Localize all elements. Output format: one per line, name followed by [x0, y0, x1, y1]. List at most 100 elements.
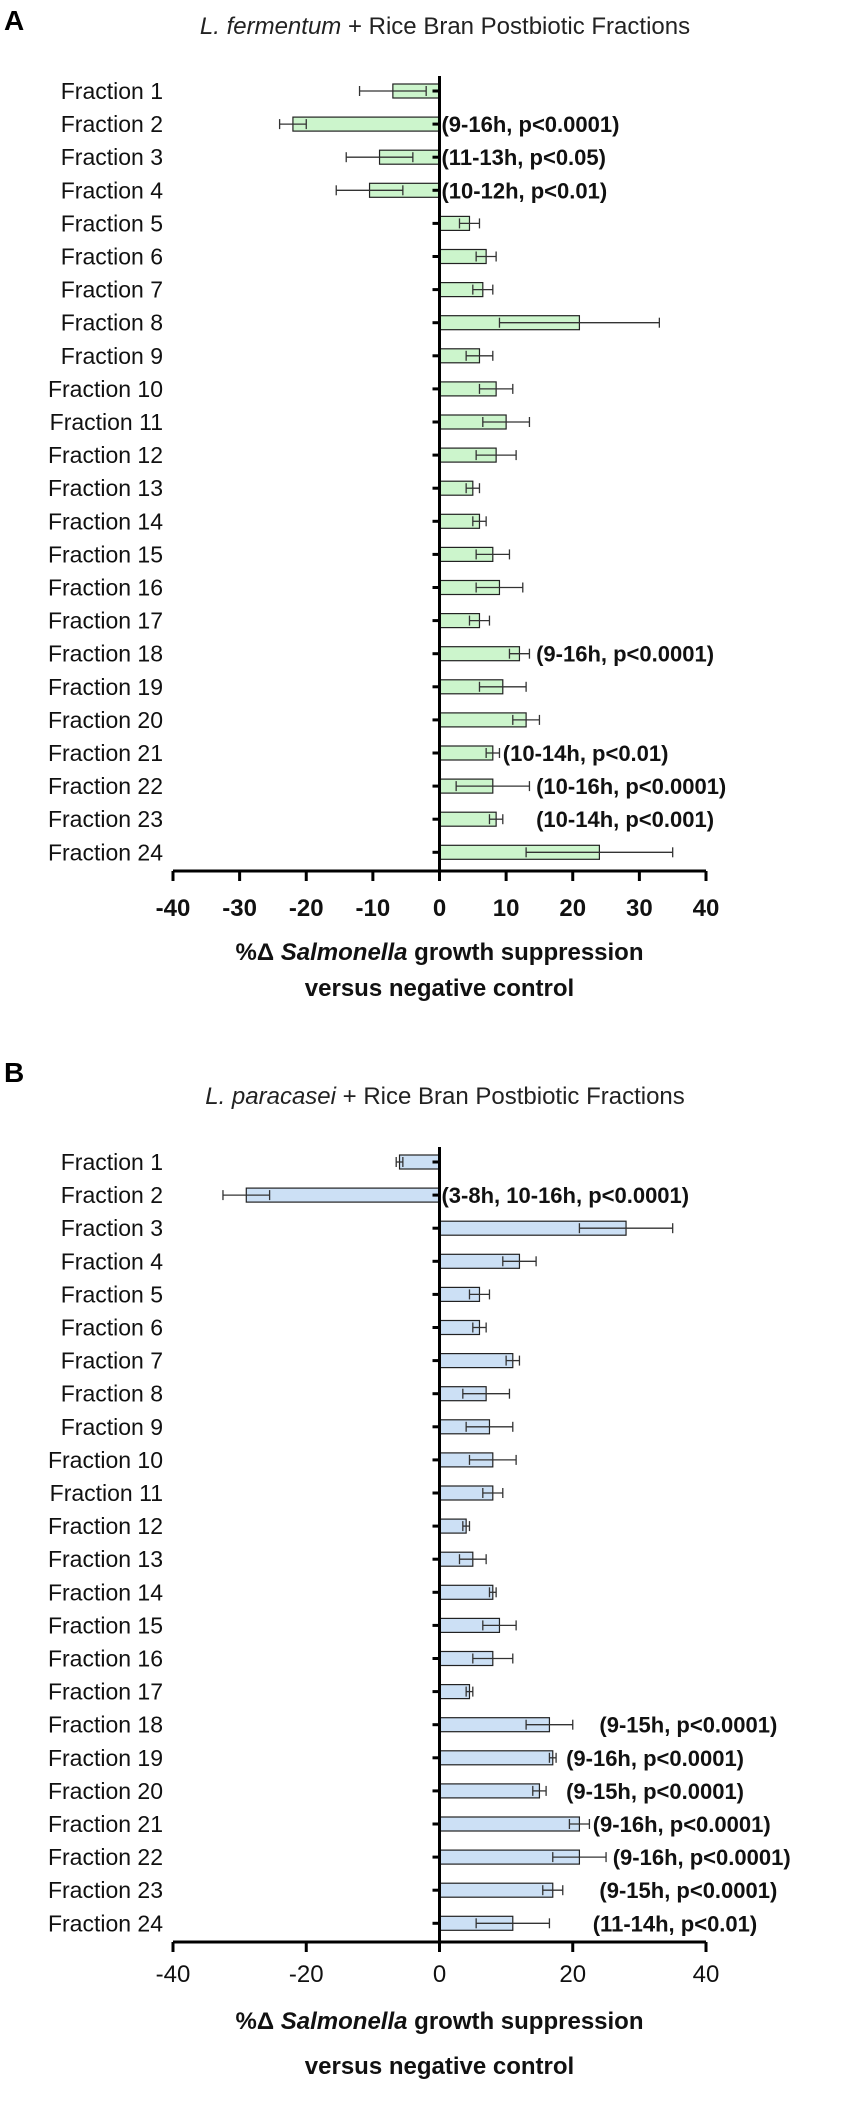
error-bar [568, 1819, 591, 1829]
error-bar [488, 814, 504, 825]
category-label: Fraction 16 [48, 1646, 163, 1672]
category-label: Fraction 20 [48, 1778, 163, 1804]
category-label: Fraction 23 [48, 806, 163, 832]
category-label: Fraction 22 [48, 1844, 163, 1870]
bar [438, 1783, 541, 1799]
error-bar [475, 549, 511, 560]
error-bar [468, 1454, 517, 1465]
error-bar [482, 1620, 517, 1631]
error-bar [468, 615, 491, 626]
bar [292, 116, 441, 132]
category-label: Fraction 10 [48, 1447, 163, 1473]
error-bar [475, 582, 524, 593]
x-tick-label: -40 [156, 895, 191, 922]
category-label: Fraction 20 [48, 707, 163, 733]
error-bar [478, 383, 514, 394]
category-label: Fraction 5 [61, 210, 163, 236]
annotation-label: (11-14h, p<0.01) [593, 1911, 757, 1936]
category-label: Fraction 17 [48, 1679, 163, 1705]
error-bar [335, 185, 404, 196]
category-label: Fraction 10 [48, 376, 163, 402]
category-label: Fraction 2 [61, 1182, 163, 1208]
error-bar [478, 681, 527, 692]
annotation-label: (10-12h, p<0.01) [441, 178, 607, 203]
category-label: Fraction 18 [48, 1712, 163, 1738]
error-bar [465, 350, 494, 361]
error-bar [475, 450, 517, 461]
category-label: Fraction 7 [61, 1348, 163, 1374]
bar [438, 646, 521, 662]
x-axis-label-line2: versus negative control [305, 2053, 574, 2080]
category-label: Fraction 18 [48, 641, 163, 667]
error-bar [462, 1388, 511, 1399]
x-tick-label: 40 [693, 1961, 720, 1988]
error-bar [482, 1488, 504, 1498]
annotation-label: (9-16h, p<0.0001) [593, 1812, 771, 1837]
x-tick-label: 0 [433, 1961, 446, 1988]
bar [438, 1683, 471, 1700]
error-bar [358, 86, 427, 96]
panel-letter: A [4, 5, 24, 36]
error-bar [488, 1587, 497, 1598]
error-bar [548, 1752, 557, 1763]
error-bar [532, 1785, 547, 1796]
annotation-label: (9-16h, p<0.0001) [441, 112, 619, 137]
category-label: Fraction 13 [48, 1546, 163, 1572]
category-label: Fraction 7 [61, 277, 163, 303]
error-bar [472, 516, 487, 527]
category-label: Fraction 22 [48, 773, 163, 799]
annotation-label: (10-16h, p<0.0001) [536, 774, 726, 799]
category-label: Fraction 8 [61, 310, 163, 336]
error-bar [472, 1322, 487, 1333]
category-label: Fraction 23 [48, 1877, 163, 1903]
x-tick-label: 10 [493, 895, 520, 922]
error-bar [525, 847, 674, 858]
panel-letter: B [4, 1057, 24, 1088]
error-bar [455, 781, 531, 792]
error-bar [498, 317, 661, 328]
error-bar [485, 748, 501, 758]
category-label: Fraction 3 [61, 1215, 163, 1241]
x-tick-label: 40 [693, 895, 720, 922]
error-bar [472, 1653, 514, 1664]
chart-title: L. paracasei + Rice Bran Postbiotic Frac… [205, 1083, 685, 1110]
error-bar [462, 1521, 471, 1532]
bar [438, 745, 494, 761]
x-tick-label: -10 [356, 895, 391, 922]
category-label: Fraction 11 [50, 1480, 163, 1506]
category-label: Fraction 13 [48, 475, 163, 501]
error-bar [395, 1157, 404, 1167]
category-label: Fraction 9 [61, 343, 163, 369]
error-bar [465, 1421, 514, 1432]
category-label: Fraction 17 [48, 608, 163, 634]
x-tick-label: -20 [289, 1961, 324, 1988]
category-label: Fraction 14 [48, 1579, 163, 1605]
x-tick-label: -30 [222, 895, 257, 922]
x-tick-label: 30 [626, 895, 653, 922]
category-label: Fraction 21 [48, 740, 163, 766]
bar [438, 1584, 494, 1600]
category-label: Fraction 19 [48, 674, 163, 700]
annotation-label: (9-16h, p<0.0001) [566, 1746, 744, 1771]
error-bar [472, 284, 494, 295]
error-bar [345, 152, 414, 163]
x-tick-label: 20 [559, 1961, 586, 1988]
error-bar [578, 1223, 674, 1234]
annotation-label: (9-15h, p<0.0001) [599, 1878, 777, 1903]
category-label: Fraction 15 [48, 1612, 163, 1638]
category-label: Fraction 14 [48, 508, 163, 534]
category-label: Fraction 6 [61, 244, 163, 270]
error-bar [458, 1554, 487, 1565]
chart-title: L. fermentum + Rice Bran Postbiotic Frac… [200, 13, 690, 40]
category-label: Fraction 9 [61, 1414, 163, 1440]
category-label: Fraction 1 [61, 78, 163, 104]
x-axis-label: %Δ Salmonella growth suppression [236, 939, 644, 966]
error-bar [505, 1355, 521, 1366]
annotation-label: (9-16h, p<0.0001) [613, 1845, 791, 1870]
bar [438, 1352, 514, 1369]
error-bar [278, 119, 307, 130]
category-label: Fraction 2 [61, 111, 163, 137]
x-axis-label: %Δ Salmonella growth suppression [236, 2008, 644, 2035]
